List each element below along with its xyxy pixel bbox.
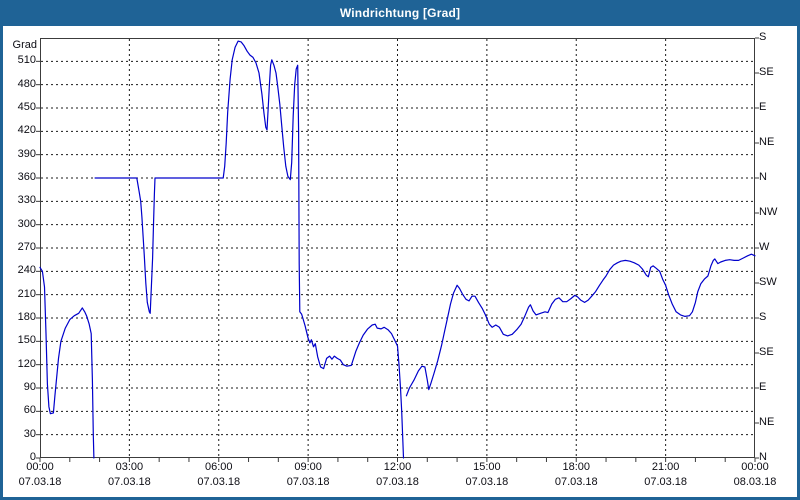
wind-direction-line [94,40,405,459]
y-axis-tick-label: 240 [17,264,36,277]
compass-tick-label: NE [759,416,775,428]
compass-tick-label: S [759,31,767,43]
y-axis-tick-label: 30 [23,427,36,440]
x-axis-time-label: 18:00 [562,461,591,473]
wind-direction-line [39,266,95,459]
plot-frame [40,38,755,458]
x-axis-time-label: 12:00 [383,461,412,473]
x-axis-time-label: 09:00 [294,461,322,473]
x-axis-time-label: 00:00 [741,461,769,473]
x-axis-date-label: 07.03.18 [286,476,330,488]
y-axis-tick-label: 420 [17,124,36,137]
y-axis-tick-label: 330 [17,194,36,207]
compass-tick-label: E [759,381,767,393]
x-axis-date-label: 08.03.18 [733,476,777,488]
compass-tick-label: NW [759,206,778,218]
y-axis-tick-label: 390 [17,147,36,160]
x-axis-time-label: 06:00 [204,461,233,473]
compass-tick-label: S [759,311,767,323]
x-axis-time-label: 15:00 [473,461,501,473]
compass-tick-label: E [759,101,767,113]
y-axis-tick-label: 480 [17,77,36,90]
y-axis-unit-label: Grad [12,39,37,51]
y-axis-tick-label: 150 [17,334,36,347]
x-axis-time-label: 00:00 [26,461,54,473]
x-axis-date-label: 07.03.18 [376,476,419,488]
y-axis-tick-label: 270 [17,241,36,253]
compass-tick-label: SW [759,276,777,288]
x-axis-time-label: 03:00 [115,461,144,473]
y-axis-tick-label: 210 [17,287,36,300]
window-title-bar: Windrichtung [Grad] [0,0,800,26]
y-axis-tick-label: 90 [23,381,36,393]
compass-tick-label: SE [759,66,774,78]
y-axis-tick-label: 450 [17,101,36,113]
chart-panel [3,26,797,497]
compass-tick-label: N [759,171,767,183]
y-axis-tick-label: 0 [29,451,36,463]
x-axis-date-label: 07.03.18 [554,476,598,488]
compass-tick-label: W [759,241,770,253]
chart-plot-area [36,37,759,462]
y-axis-tick-label: 120 [17,357,36,370]
x-axis-date-label: 07.03.18 [107,476,151,488]
y-axis-tick-label: 180 [17,311,36,323]
y-axis-tick-label: 510 [17,54,36,67]
y-axis-tick-label: 300 [17,217,36,230]
x-axis-date-label: 07.03.18 [644,476,688,488]
wind-direction-line [405,253,756,397]
compass-tick-label: N [759,451,767,463]
y-axis-tick-label: 60 [23,404,36,417]
x-axis-time-label: 21:00 [651,461,680,473]
x-axis-date-label: 07.03.18 [197,476,241,488]
x-axis-date-label: 07.03.18 [465,476,509,488]
window-title: Windrichtung [Grad] [339,6,461,20]
y-axis-tick-label: 360 [17,171,36,183]
compass-tick-label: NE [759,136,775,148]
compass-tick-label: SE [759,346,774,358]
x-axis-date-label: 07.03.18 [18,476,62,488]
